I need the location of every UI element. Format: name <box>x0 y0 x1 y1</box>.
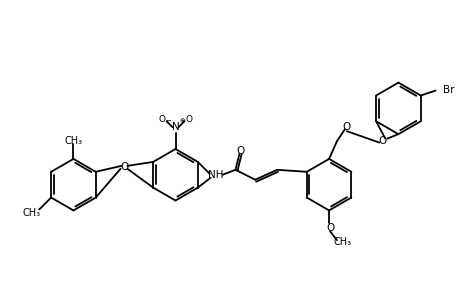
Text: NH: NH <box>207 170 223 180</box>
Text: ⊕: ⊕ <box>179 118 185 124</box>
Text: CH₃: CH₃ <box>64 136 82 146</box>
Text: CH₃: CH₃ <box>333 237 351 247</box>
Text: N: N <box>171 122 179 132</box>
Text: O: O <box>342 122 350 132</box>
Text: O: O <box>377 136 386 146</box>
Text: −: − <box>165 118 171 124</box>
Text: O: O <box>325 223 333 233</box>
Text: Br: Br <box>442 85 453 94</box>
Text: O: O <box>236 146 244 156</box>
Text: O: O <box>120 162 129 172</box>
Text: CH₃: CH₃ <box>22 208 40 218</box>
Text: O: O <box>158 115 165 124</box>
Text: O: O <box>185 115 192 124</box>
